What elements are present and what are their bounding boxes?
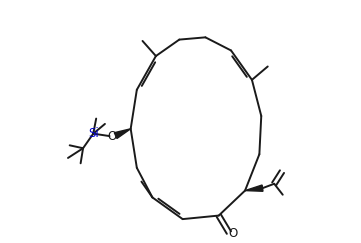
Polygon shape bbox=[114, 129, 131, 139]
Polygon shape bbox=[245, 185, 263, 191]
Text: Si: Si bbox=[88, 127, 99, 140]
Text: O: O bbox=[229, 227, 238, 240]
Text: O: O bbox=[108, 130, 117, 143]
